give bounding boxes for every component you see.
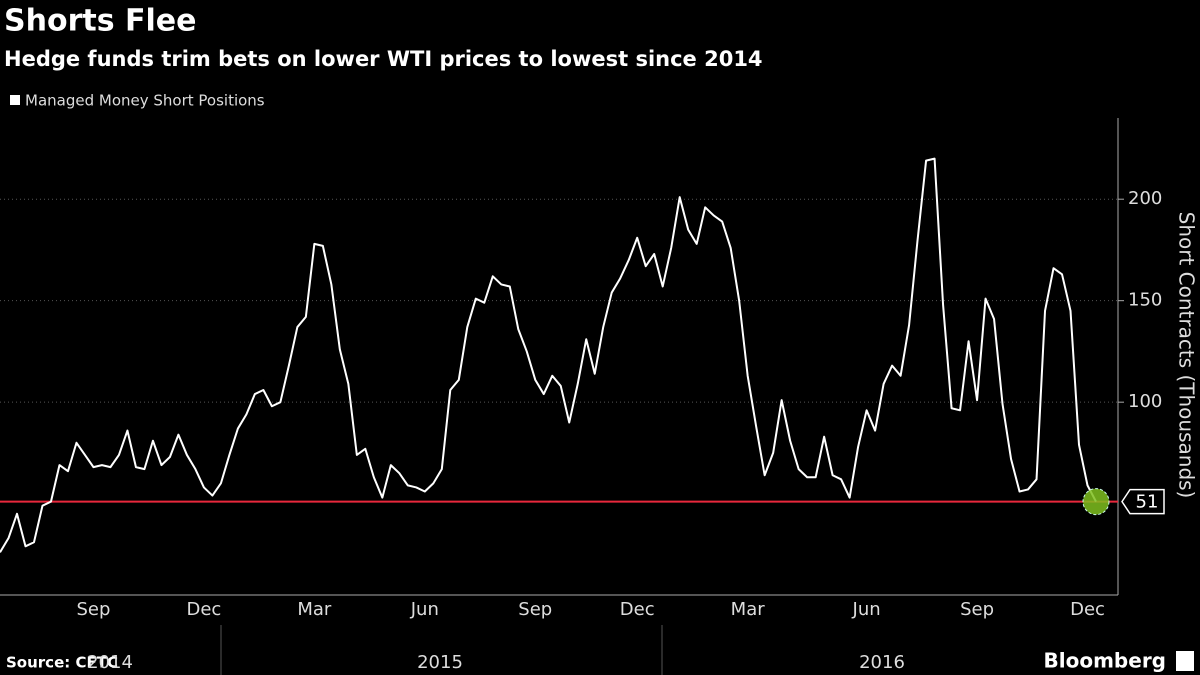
- x-tick-label: Dec: [620, 599, 655, 620]
- brand-icon: [1176, 651, 1194, 671]
- source: Source: CFTC: [6, 654, 118, 672]
- x-tick-label: Jun: [410, 599, 439, 620]
- y-tick-label: 200: [1128, 188, 1162, 209]
- brand: Bloomberg: [1044, 649, 1166, 673]
- x-tick-label: Jun: [852, 599, 881, 620]
- x-group-label: 2014: [87, 652, 133, 673]
- x-tick-label: Mar: [297, 599, 332, 620]
- x-group-label: 2016: [859, 652, 905, 673]
- legend-swatch: [10, 95, 20, 105]
- legend-label: Managed Money Short Positions: [25, 92, 265, 110]
- x-tick-label: Dec: [1070, 599, 1105, 620]
- x-tick-label: Sep: [518, 599, 552, 620]
- x-tick-label: Sep: [960, 599, 994, 620]
- x-tick-label: Dec: [186, 599, 221, 620]
- chart-title: Shorts Flee: [4, 4, 196, 39]
- y-axis-label: Short Contracts (Thousands): [1175, 212, 1199, 499]
- x-tick-label: Mar: [731, 599, 766, 620]
- series-line: [0, 157, 1097, 553]
- value-label: 51: [1136, 492, 1159, 513]
- x-group-label: 2015: [417, 652, 463, 673]
- y-tick-label: 150: [1128, 290, 1162, 311]
- value-label-box: [1121, 488, 1165, 515]
- x-tick-label: Sep: [76, 599, 110, 620]
- chart-subtitle: Hedge funds trim bets on lower WTI price…: [4, 47, 763, 71]
- y-tick-label: 100: [1128, 391, 1162, 412]
- last-point: [1082, 488, 1110, 516]
